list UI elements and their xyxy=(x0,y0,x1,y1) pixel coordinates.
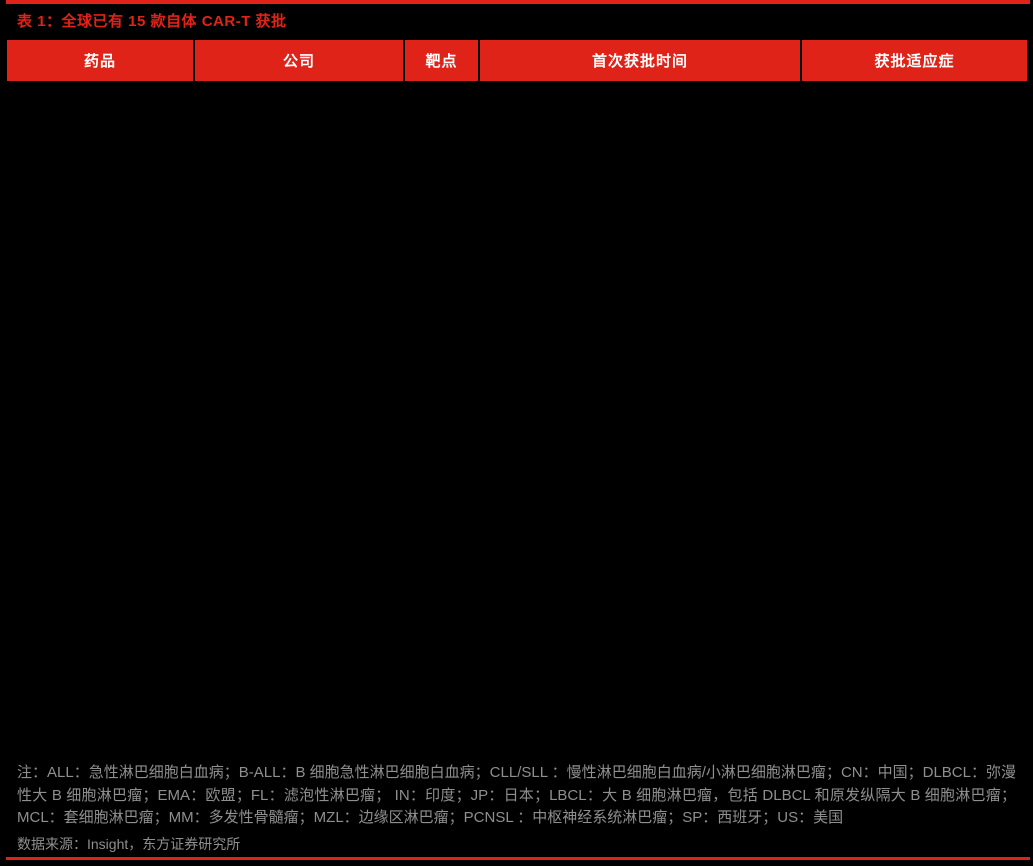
header-cell-drug: 药品 xyxy=(7,40,193,81)
data-source-line: 数据来源：Insight，东方证券研究所 xyxy=(17,836,241,852)
header-cell-first-approval-date: 首次获批时间 xyxy=(478,40,800,81)
table-title: 表 1：全球已有 15 款自体 CAR-T 获批 xyxy=(17,13,287,30)
top-divider-rule xyxy=(6,0,1030,4)
header-cell-approved-indication: 获批适应症 xyxy=(800,40,1027,81)
bottom-divider-rule xyxy=(6,857,1030,860)
table-header-row: 药品 公司 靶点 首次获批时间 获批适应症 xyxy=(7,40,1027,81)
table-body-empty-region xyxy=(7,81,1027,760)
footnote-abbreviations: 注：ALL：急性淋巴细胞白血病；B-ALL：B 细胞急性淋巴细胞白血病；CLL/… xyxy=(17,764,1016,827)
header-cell-company: 公司 xyxy=(193,40,403,81)
header-cell-target: 靶点 xyxy=(403,40,478,81)
